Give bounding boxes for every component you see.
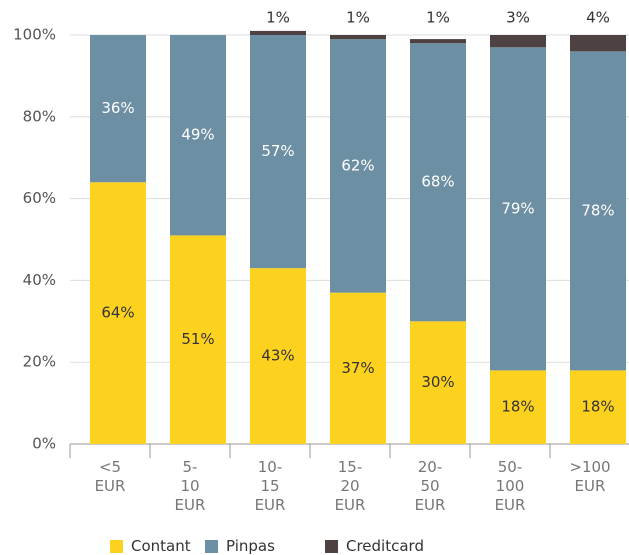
data-label: 1% <box>266 9 290 27</box>
y-tick-label: 20% <box>23 353 56 371</box>
bar-segment <box>250 35 306 269</box>
data-label: 78% <box>581 201 614 219</box>
legend-swatch <box>205 539 218 553</box>
data-label: 18% <box>581 398 614 416</box>
bar-segment <box>490 35 546 48</box>
data-label: 51% <box>181 330 214 348</box>
y-tick-label: 80% <box>23 107 56 125</box>
legend-label: Contant <box>131 537 191 555</box>
data-label: 62% <box>341 156 374 174</box>
x-tick-label: 50-100 EUR <box>494 458 526 514</box>
bar-segment <box>490 370 546 444</box>
bar-segment <box>90 35 146 183</box>
bar-segment <box>570 35 626 52</box>
bar-segment <box>410 321 466 444</box>
bar-segment <box>250 30 306 35</box>
x-tick-label: 20-50 EUR <box>414 458 446 514</box>
data-label: 1% <box>346 9 370 27</box>
bar-segment <box>90 182 146 445</box>
bar-segment <box>250 268 306 444</box>
data-label: 30% <box>421 373 454 391</box>
data-label: 43% <box>261 347 294 365</box>
bar-segment <box>330 35 386 40</box>
legend-label: Creditcard <box>346 537 424 555</box>
bar-segment <box>410 43 466 322</box>
data-label: 36% <box>101 99 134 117</box>
y-tick-label: 100% <box>13 26 56 44</box>
data-label: 64% <box>101 304 134 322</box>
data-label: 68% <box>421 173 454 191</box>
x-tick-label: 15-20 EUR <box>334 458 366 514</box>
legend-item: Contant <box>110 537 191 555</box>
y-tick-label: 60% <box>23 189 56 207</box>
y-tick-label: 40% <box>23 271 56 289</box>
data-label: 18% <box>501 398 534 416</box>
bar-segment <box>570 370 626 444</box>
data-label: 4% <box>586 9 610 27</box>
bar-segment <box>490 47 546 371</box>
y-tick-label: 0% <box>32 435 56 453</box>
data-label: 49% <box>181 126 214 144</box>
chart: 0% 20% 40% 60% 80% 100% 64% 36% 51% 49% 43% 57% 1% 37… <box>13 9 629 458</box>
legend-item: Creditcard <box>325 537 424 555</box>
data-label: 1% <box>426 9 450 27</box>
x-tick-label: 10-15 EUR <box>254 458 286 514</box>
data-label: 3% <box>506 9 530 27</box>
legend-swatch <box>110 539 123 553</box>
bar-segment <box>410 39 466 44</box>
bar-segment <box>170 35 226 236</box>
data-label: 57% <box>261 142 294 160</box>
legend-swatch <box>325 539 338 553</box>
data-label: 37% <box>341 359 374 377</box>
legend-item: Pinpas <box>205 537 275 555</box>
bar-segment <box>570 51 626 371</box>
x-tick-label: >100 EUR <box>569 458 611 495</box>
bar-segment <box>330 292 386 444</box>
legend-label: Pinpas <box>226 537 275 555</box>
data-label: 79% <box>501 199 534 217</box>
bar-segment <box>170 235 226 444</box>
x-tick-label: <5 EUR <box>94 458 126 495</box>
bar-segment <box>330 39 386 293</box>
x-tick-label: 5-10 EUR <box>174 458 206 514</box>
